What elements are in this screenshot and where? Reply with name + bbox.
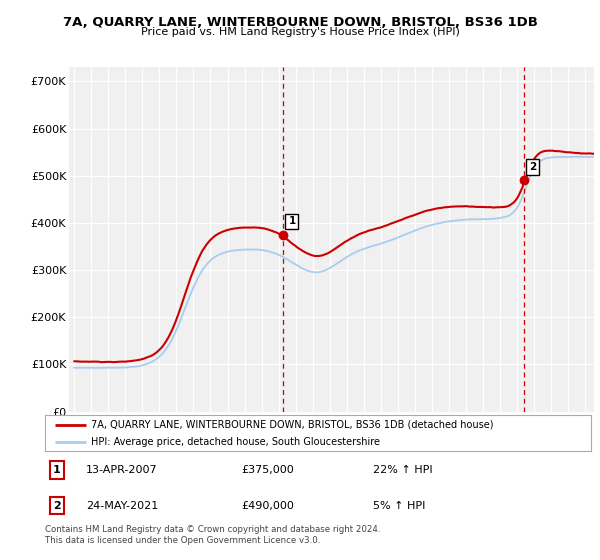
Text: HPI: Average price, detached house, South Gloucestershire: HPI: Average price, detached house, Sout… (91, 437, 380, 447)
Text: £490,000: £490,000 (242, 501, 295, 511)
Text: 1: 1 (53, 465, 61, 475)
Text: 24-MAY-2021: 24-MAY-2021 (86, 501, 158, 511)
Text: Contains HM Land Registry data © Crown copyright and database right 2024.
This d: Contains HM Land Registry data © Crown c… (45, 525, 380, 545)
Text: Price paid vs. HM Land Registry's House Price Index (HPI): Price paid vs. HM Land Registry's House … (140, 27, 460, 37)
Text: 7A, QUARRY LANE, WINTERBOURNE DOWN, BRISTOL, BS36 1DB (detached house): 7A, QUARRY LANE, WINTERBOURNE DOWN, BRIS… (91, 419, 494, 430)
Text: 2: 2 (53, 501, 61, 511)
Text: 1: 1 (289, 217, 296, 226)
Text: 13-APR-2007: 13-APR-2007 (86, 465, 158, 475)
Text: 2: 2 (529, 162, 536, 172)
Text: 7A, QUARRY LANE, WINTERBOURNE DOWN, BRISTOL, BS36 1DB: 7A, QUARRY LANE, WINTERBOURNE DOWN, BRIS… (62, 16, 538, 29)
Text: £375,000: £375,000 (242, 465, 295, 475)
Text: 22% ↑ HPI: 22% ↑ HPI (373, 465, 432, 475)
Text: 5% ↑ HPI: 5% ↑ HPI (373, 501, 425, 511)
